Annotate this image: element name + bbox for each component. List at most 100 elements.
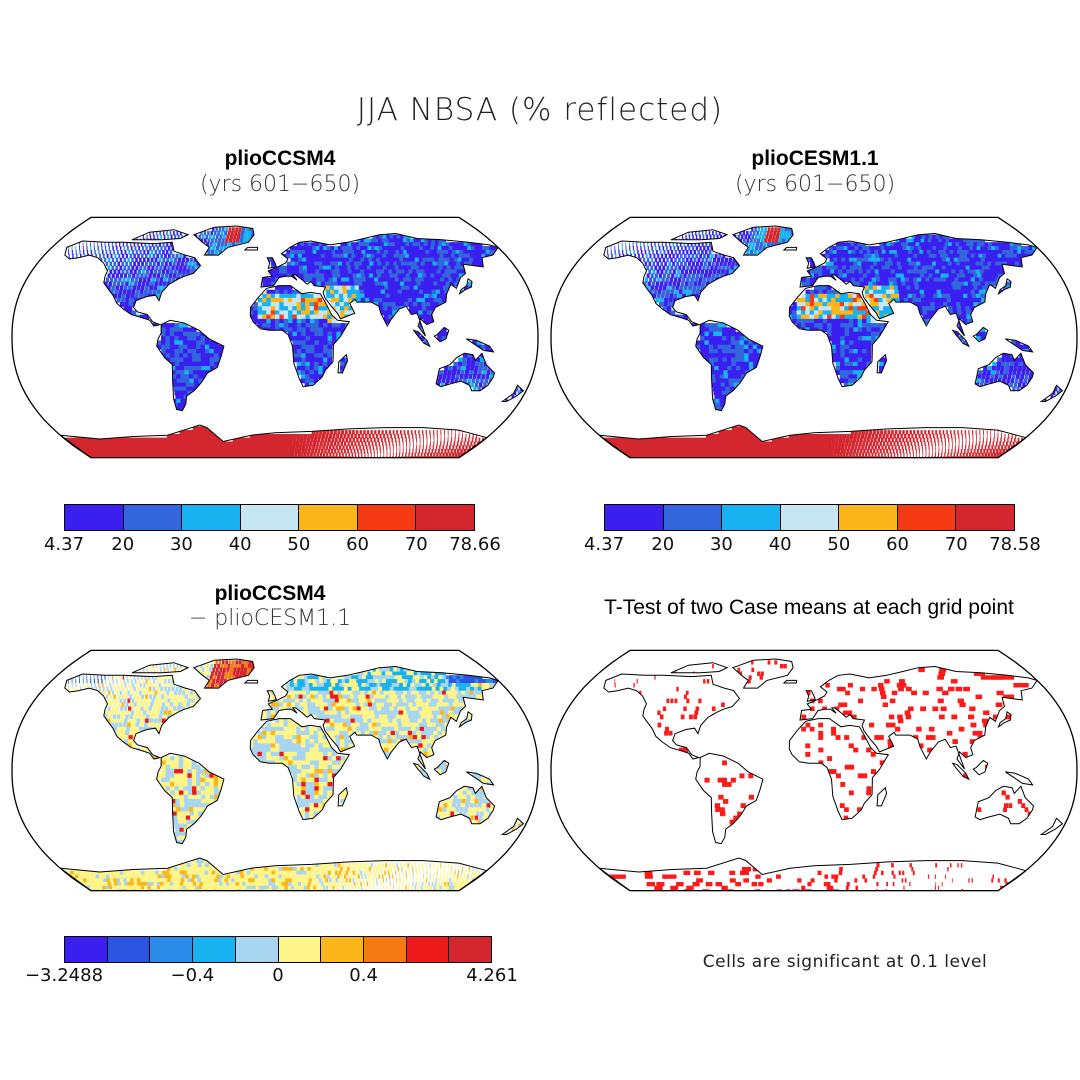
colorbar-tick-label: 20 bbox=[651, 534, 675, 555]
coastline bbox=[788, 718, 890, 821]
map-border bbox=[11, 216, 539, 459]
colorbar-tick-label: 70 bbox=[944, 534, 968, 555]
coastline bbox=[1039, 817, 1064, 835]
panel-3-colorbar bbox=[64, 936, 492, 963]
coastline bbox=[266, 257, 277, 269]
coastline bbox=[260, 232, 499, 337]
coastline bbox=[951, 329, 970, 348]
colorbar-tick-label: −3.2488 bbox=[24, 965, 104, 986]
panel-1-colorbar bbox=[64, 504, 475, 531]
coastline bbox=[500, 817, 525, 835]
land-field bbox=[63, 660, 523, 891]
coastline bbox=[670, 662, 729, 674]
coastline bbox=[805, 690, 816, 702]
colorbar-swatch bbox=[449, 937, 492, 962]
colorbar-tick-label: 60 bbox=[886, 534, 910, 555]
colorbar-swatch bbox=[107, 937, 151, 962]
land-field bbox=[63, 227, 523, 458]
colorbar-swatch bbox=[150, 937, 194, 962]
colorbar-tick-label: 30 bbox=[169, 534, 193, 555]
colorbar-tick-label: 50 bbox=[287, 534, 311, 555]
coastline bbox=[876, 786, 888, 807]
coastline bbox=[731, 658, 794, 689]
significance-note: Cells are significant at 0.1 level bbox=[702, 952, 988, 972]
colorbar-swatch bbox=[299, 505, 358, 530]
coastline bbox=[1005, 771, 1034, 786]
coastline bbox=[695, 319, 764, 412]
colorbar-tick-label: 40 bbox=[768, 534, 792, 555]
coastline bbox=[131, 229, 190, 241]
coastline bbox=[466, 338, 495, 353]
colorbar-swatch bbox=[65, 937, 108, 962]
coastline bbox=[243, 679, 259, 684]
colorbar-tick-label: 20 bbox=[111, 534, 135, 555]
coastline bbox=[243, 246, 259, 251]
colorbar-tick-label: 4.261 bbox=[466, 965, 518, 986]
map-border bbox=[550, 649, 1078, 892]
colorbar-swatch bbox=[235, 937, 279, 962]
coastline bbox=[249, 718, 351, 821]
colorbar-tick-label: 4.37 bbox=[43, 534, 85, 555]
colorbar-tick-label: 4.37 bbox=[583, 534, 625, 555]
coastline bbox=[972, 759, 989, 776]
colorbar-tick-label: 70 bbox=[404, 534, 428, 555]
coastline bbox=[876, 353, 888, 374]
coastline bbox=[412, 329, 431, 348]
panel-3-subtitle: − plioCESM1.1 bbox=[188, 606, 352, 631]
colorbar-tick-label: 78.66 bbox=[449, 534, 501, 555]
colorbar-swatch bbox=[123, 505, 183, 530]
coastline bbox=[500, 384, 525, 402]
coastline bbox=[435, 352, 496, 392]
panel-1-title: plioCCSM4 bbox=[224, 147, 336, 170]
map-border bbox=[11, 649, 539, 892]
coastline bbox=[997, 711, 1012, 729]
map-border bbox=[550, 216, 1078, 459]
coastline bbox=[974, 785, 1035, 825]
coastline bbox=[266, 690, 277, 702]
colorbar-swatch bbox=[182, 505, 241, 530]
coastline bbox=[337, 353, 349, 374]
coastline bbox=[603, 673, 741, 760]
colorbar-swatch bbox=[406, 937, 450, 962]
land-field bbox=[602, 227, 1062, 458]
panel-1-subtitle: (yrs 601−650) bbox=[199, 172, 361, 197]
coastline bbox=[131, 662, 190, 674]
colorbar-swatch bbox=[780, 505, 840, 530]
colorbar-swatch bbox=[722, 505, 781, 530]
coastline bbox=[466, 771, 495, 786]
coastline bbox=[1039, 384, 1064, 402]
coastline bbox=[799, 232, 1038, 337]
coastline bbox=[260, 665, 499, 770]
panel-4-title: T-Test of two Case means at each grid po… bbox=[604, 596, 1014, 619]
panel-3-title: plioCCSM4 bbox=[214, 582, 326, 605]
coastline bbox=[670, 229, 729, 241]
coastline bbox=[788, 285, 890, 388]
colorbar-swatch bbox=[240, 505, 300, 530]
colorbar-tick-label: 0 bbox=[272, 965, 284, 986]
colorbar-tick-label: 40 bbox=[228, 534, 252, 555]
coastline bbox=[997, 278, 1012, 296]
coastline bbox=[192, 658, 255, 689]
coastline bbox=[799, 665, 1038, 770]
panel-3-map bbox=[10, 638, 540, 903]
colorbar-swatch bbox=[663, 505, 723, 530]
coastline bbox=[731, 225, 794, 256]
colorbar-swatch bbox=[321, 937, 364, 962]
panel-2-title: plioCESM1.1 bbox=[751, 147, 879, 170]
coastline bbox=[249, 285, 351, 388]
panel-2-map bbox=[549, 205, 1079, 470]
colorbar-swatch bbox=[193, 937, 236, 962]
panel-1-map bbox=[10, 205, 540, 470]
colorbar-tick-label: 50 bbox=[827, 534, 851, 555]
coastline bbox=[974, 352, 1035, 392]
coastline bbox=[1005, 338, 1034, 353]
coastline bbox=[435, 785, 496, 825]
coastline bbox=[64, 240, 202, 327]
panel-2-colorbar bbox=[604, 504, 1015, 531]
coastline bbox=[951, 762, 970, 781]
coastline bbox=[192, 225, 255, 256]
colorbar-tick-label: 60 bbox=[346, 534, 370, 555]
coastline bbox=[972, 326, 989, 343]
coastline bbox=[782, 246, 798, 251]
colorbar-swatch bbox=[605, 505, 664, 530]
